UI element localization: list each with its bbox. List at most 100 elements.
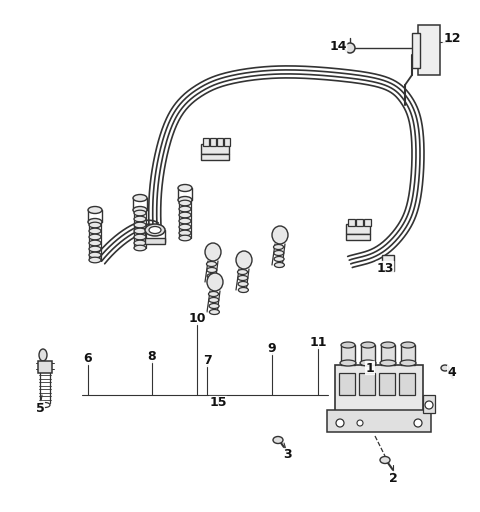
Ellipse shape bbox=[274, 257, 284, 262]
Ellipse shape bbox=[179, 200, 191, 206]
Circle shape bbox=[425, 401, 433, 409]
Ellipse shape bbox=[400, 360, 416, 366]
Ellipse shape bbox=[89, 246, 101, 252]
Bar bbox=[38, 361, 52, 373]
Ellipse shape bbox=[134, 216, 146, 222]
Bar bbox=[381, 345, 395, 365]
Bar bbox=[348, 219, 355, 226]
Bar bbox=[145, 238, 165, 244]
Bar bbox=[401, 345, 415, 365]
Ellipse shape bbox=[441, 365, 449, 371]
Text: 6: 6 bbox=[84, 352, 92, 365]
Ellipse shape bbox=[380, 457, 390, 463]
Ellipse shape bbox=[89, 234, 101, 240]
Text: 2: 2 bbox=[389, 472, 397, 484]
Circle shape bbox=[357, 420, 363, 426]
Text: 5: 5 bbox=[36, 401, 44, 415]
Ellipse shape bbox=[207, 273, 217, 279]
Ellipse shape bbox=[133, 206, 147, 214]
Bar bbox=[418, 25, 440, 75]
Ellipse shape bbox=[149, 226, 161, 233]
Text: 13: 13 bbox=[376, 262, 394, 274]
Ellipse shape bbox=[274, 250, 284, 255]
Ellipse shape bbox=[178, 184, 192, 191]
Circle shape bbox=[336, 419, 344, 427]
Ellipse shape bbox=[381, 342, 395, 348]
Ellipse shape bbox=[134, 234, 146, 240]
Bar bbox=[201, 154, 229, 160]
Ellipse shape bbox=[272, 226, 288, 244]
Text: 12: 12 bbox=[443, 32, 461, 45]
Ellipse shape bbox=[179, 235, 191, 241]
Ellipse shape bbox=[89, 240, 101, 246]
Ellipse shape bbox=[275, 263, 284, 267]
Ellipse shape bbox=[207, 280, 217, 285]
Bar bbox=[359, 373, 375, 395]
Text: 10: 10 bbox=[188, 311, 206, 325]
Ellipse shape bbox=[134, 245, 146, 251]
Ellipse shape bbox=[89, 222, 101, 228]
Ellipse shape bbox=[238, 282, 248, 287]
Bar bbox=[412, 33, 420, 68]
Text: 7: 7 bbox=[203, 353, 211, 367]
Ellipse shape bbox=[206, 262, 216, 267]
Ellipse shape bbox=[88, 219, 102, 225]
Bar bbox=[203, 138, 209, 146]
Ellipse shape bbox=[340, 360, 356, 366]
Ellipse shape bbox=[380, 360, 396, 366]
Ellipse shape bbox=[179, 230, 191, 236]
Ellipse shape bbox=[179, 218, 191, 224]
Ellipse shape bbox=[89, 228, 101, 234]
Bar bbox=[339, 373, 355, 395]
Ellipse shape bbox=[360, 360, 376, 366]
Ellipse shape bbox=[207, 267, 217, 272]
Text: 15: 15 bbox=[209, 396, 227, 410]
Text: 1: 1 bbox=[366, 361, 374, 374]
Bar bbox=[341, 345, 355, 365]
Ellipse shape bbox=[134, 222, 146, 228]
Bar bbox=[217, 138, 223, 146]
Text: 11: 11 bbox=[309, 335, 327, 349]
Bar bbox=[364, 219, 371, 226]
Text: 14: 14 bbox=[329, 39, 347, 53]
Ellipse shape bbox=[178, 197, 192, 203]
Text: 8: 8 bbox=[148, 350, 156, 362]
Ellipse shape bbox=[209, 309, 219, 314]
Ellipse shape bbox=[179, 206, 191, 212]
Ellipse shape bbox=[89, 252, 101, 258]
Ellipse shape bbox=[401, 342, 415, 348]
Ellipse shape bbox=[238, 269, 248, 274]
Ellipse shape bbox=[341, 342, 355, 348]
Bar bbox=[382, 255, 394, 271]
Ellipse shape bbox=[39, 349, 47, 361]
Text: 3: 3 bbox=[283, 449, 291, 461]
Bar bbox=[356, 219, 363, 226]
Bar bbox=[346, 224, 370, 234]
Ellipse shape bbox=[133, 195, 147, 202]
Bar bbox=[361, 345, 375, 365]
Bar bbox=[224, 138, 230, 146]
Ellipse shape bbox=[209, 304, 219, 309]
Ellipse shape bbox=[239, 288, 249, 292]
Bar bbox=[423, 395, 435, 413]
Ellipse shape bbox=[209, 297, 219, 303]
Ellipse shape bbox=[238, 275, 248, 281]
Bar bbox=[399, 373, 415, 395]
Ellipse shape bbox=[134, 210, 146, 216]
Ellipse shape bbox=[361, 342, 375, 348]
Bar bbox=[379, 373, 395, 395]
Bar bbox=[201, 144, 229, 154]
Text: 4: 4 bbox=[448, 366, 456, 378]
Text: 9: 9 bbox=[268, 342, 276, 354]
Bar bbox=[327, 410, 431, 432]
Bar bbox=[335, 365, 423, 430]
Ellipse shape bbox=[88, 206, 102, 214]
Ellipse shape bbox=[89, 257, 101, 263]
Ellipse shape bbox=[179, 224, 191, 230]
Circle shape bbox=[414, 419, 422, 427]
Ellipse shape bbox=[40, 402, 50, 408]
Bar bbox=[346, 234, 370, 240]
Ellipse shape bbox=[274, 245, 284, 249]
Ellipse shape bbox=[273, 437, 283, 443]
Ellipse shape bbox=[145, 224, 165, 236]
